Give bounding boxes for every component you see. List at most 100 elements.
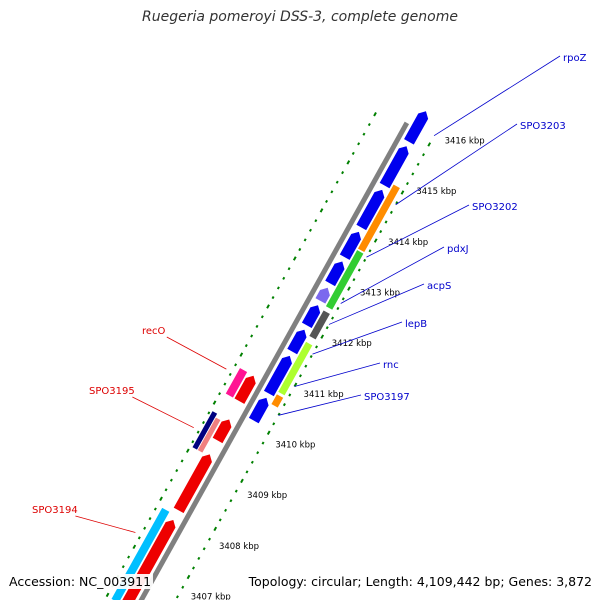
outer-tick-dot: [320, 334, 325, 339]
ruler-label: 3416 kbp: [445, 136, 485, 146]
plus-strand-gene: [262, 354, 293, 398]
outer-tick-dot: [373, 238, 378, 243]
plus-label-leader: [433, 55, 561, 137]
inner-tick-dot: [191, 440, 195, 444]
outer-tick-dot: [379, 230, 383, 234]
outer-tick-dot: [293, 382, 298, 387]
ruler-label: 3408 kbp: [219, 542, 259, 552]
outer-tick-dot: [192, 566, 195, 570]
inner-tick-dot: [180, 459, 184, 463]
outer-tick-dot: [400, 190, 405, 195]
plus-gene-label: SPO3203: [520, 121, 566, 132]
minus-strand-gene: [172, 453, 213, 515]
plus-gene-label: rnc: [383, 360, 399, 371]
inner-tick-dot: [159, 496, 163, 501]
outer-tick-dot: [202, 547, 206, 551]
inner-tick-dot: [207, 411, 211, 415]
inner-tick-dot: [287, 267, 291, 271]
inner-tick-dot: [351, 151, 355, 155]
inner-tick-dot: [319, 208, 324, 213]
outer-tick-dot: [395, 201, 399, 205]
inner-tick-dot: [341, 171, 345, 175]
plus-label-leader: [312, 321, 403, 355]
outer-tick-dot: [213, 526, 218, 532]
ruler-label: 3409 kbp: [247, 491, 287, 501]
plus-label-leader: [340, 246, 445, 304]
minus-strand-gene: [233, 374, 257, 405]
outer-tick-dot: [347, 286, 351, 291]
outer-tick-dot: [288, 393, 292, 397]
plus-label-leader: [294, 362, 381, 387]
inner-tick-dot: [335, 180, 339, 184]
minus-gene-label: recO: [142, 326, 166, 337]
inner-tick-dot: [137, 536, 141, 540]
inner-tick-dot: [223, 382, 227, 386]
inner-tick-dot: [228, 372, 232, 377]
plus-strand-gene: [286, 328, 308, 356]
inner-tick-dot: [292, 256, 297, 261]
inner-tick-dot: [325, 199, 329, 204]
outer-tick-dot: [336, 306, 340, 311]
outer-tick-dot: [218, 518, 222, 522]
ruler-label: 3415 kbp: [416, 187, 456, 197]
inner-tick-dot: [303, 238, 307, 242]
inner-tick-dot: [330, 190, 334, 194]
ruler-label: 3412 kbp: [332, 339, 372, 349]
plus-gene-label: acpS: [427, 281, 451, 292]
inner-tick-dot: [143, 526, 147, 530]
plus-feature-bar: [324, 249, 365, 311]
ruler-label: 3414 kbp: [388, 238, 428, 248]
inner-tick-dot: [121, 565, 125, 569]
plus-gene-label: SPO3197: [364, 392, 410, 403]
outer-tick-dot: [181, 585, 185, 589]
outer-tick-dot: [357, 268, 361, 272]
plus-strand-gene: [300, 304, 322, 330]
inner-tick-dot: [127, 555, 131, 559]
inner-tick-dot: [164, 488, 168, 492]
outer-tick-dot: [389, 210, 393, 214]
minus-label-leader: [166, 336, 227, 370]
outer-tick-dot: [331, 316, 335, 320]
outer-tick-dot: [422, 153, 425, 157]
plus-strand-gene: [378, 145, 410, 190]
inner-tick-dot: [239, 352, 244, 357]
inner-tick-dot: [373, 112, 377, 117]
outer-tick-dot: [266, 430, 271, 436]
inner-tick-dot: [308, 228, 312, 232]
inner-tick-dot: [298, 247, 302, 252]
plus-gene-label: lepB: [405, 319, 427, 330]
outer-tick-dot: [341, 297, 345, 301]
accession-text: Accession: NC_003911: [7, 574, 154, 589]
inner-tick-dot: [357, 142, 361, 146]
inner-tick-dot: [148, 517, 152, 521]
plus-strand-gene: [355, 188, 386, 232]
ruler-label: 3407 kbp: [191, 593, 231, 600]
outer-tick-dot: [315, 345, 318, 349]
inner-tick-dot: [250, 334, 254, 338]
outer-tick-dot: [411, 172, 415, 176]
plus-label-leader: [395, 123, 518, 206]
outer-tick-dot: [416, 162, 420, 166]
inner-tick-dot: [271, 295, 275, 300]
inner-tick-dot: [175, 469, 179, 473]
ruler-label: 3413 kbp: [360, 289, 400, 299]
inner-tick-dot: [266, 304, 270, 309]
inner-tick-dot: [255, 324, 259, 328]
plus-gene-label: SPO3202: [472, 202, 518, 213]
outer-tick-dot: [261, 441, 265, 445]
inner-tick-dot: [105, 592, 110, 598]
inner-tick-dot: [132, 544, 137, 550]
plus-label-leader: [366, 204, 470, 258]
minus-feature-bar: [224, 366, 249, 399]
plus-strand-gene: [338, 230, 362, 261]
outer-tick-dot: [256, 451, 260, 455]
outer-tick-dot: [405, 181, 409, 186]
inner-tick-dot: [212, 400, 217, 405]
outer-tick-dot: [352, 278, 356, 282]
outer-tick-dot: [298, 374, 302, 378]
minus-gene-label: SPO3194: [32, 505, 78, 516]
inner-tick-dot: [244, 344, 248, 348]
inner-tick-dot: [218, 392, 222, 396]
